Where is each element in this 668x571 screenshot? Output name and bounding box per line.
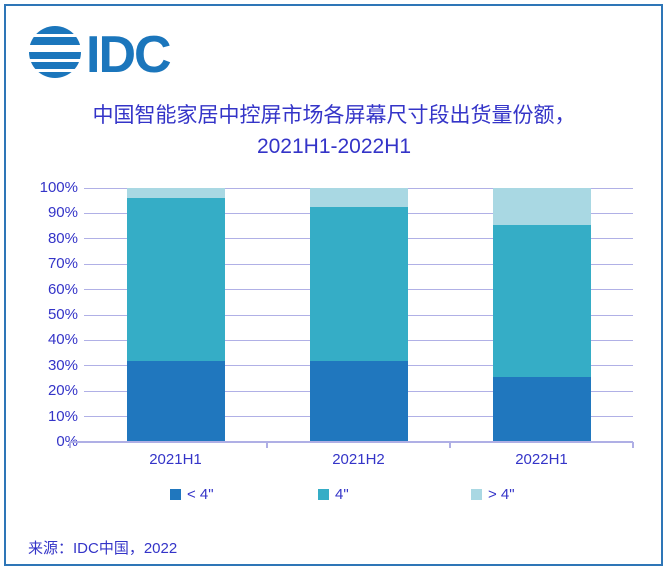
y-axis-label: 10% [47,407,78,425]
chart-title-line2: 2021H1-2022H1 [256,135,412,158]
bar-segment [309,207,408,361]
legend-item-lt4: < 4" [170,487,214,502]
bar-segment [126,198,225,361]
legend-item-gt4: > 4" [471,487,515,502]
y-axis-label: 20% [47,382,78,400]
x-axis-label: 2022H1 [515,451,568,468]
x-axis-tick [266,442,268,448]
y-axis-label: 60% [47,280,78,298]
x-axis-line [70,441,633,443]
legend-label-lt4: < 4" [187,486,214,503]
bar-segment [126,360,225,442]
x-axis-tick [449,442,451,448]
bar-segment [492,224,591,378]
bar-segment [492,377,591,442]
y-axis-label: 0% [56,433,78,450]
source-note: 来源：IDC中国，2022 [28,540,178,557]
y-axis-label: 30% [47,356,78,374]
x-axis-label: 2021H2 [332,451,385,468]
legend-swatch-4-icon [318,489,329,500]
legend-item-4: 4" [318,487,349,502]
legend-swatch-lt4-icon [170,489,181,500]
bar-segment [309,188,408,208]
legend-swatch-gt4-icon [471,489,482,500]
bar-segment [309,360,408,442]
y-axis-label: 40% [47,331,78,349]
y-axis-label: 50% [47,306,78,323]
x-axis-tick [632,442,634,448]
y-axis-label: 80% [47,229,78,247]
x-axis-label: 2021H1 [149,451,202,468]
x-axis-tick [69,442,71,448]
chart-title: 中国智能家居中控屏市场各屏幕尺寸段出货量份额， 2021H1-2022H1 [0,100,668,162]
idc-logo: IDC [29,25,172,84]
idc-globe-icon [29,26,81,83]
y-axis-label: 100% [39,179,78,196]
chart-title-line1: 中国智能家居中控屏市场各屏幕尺寸段出货量份额， [92,104,576,127]
y-axis-label: 90% [47,204,78,222]
y-axis-label: 70% [47,255,78,273]
legend-label-gt4: > 4" [488,486,515,503]
bar-segment [492,188,591,225]
legend-label-4: 4" [335,486,349,503]
bar-segment [126,188,225,199]
idc-logo-text: IDC [86,25,172,84]
